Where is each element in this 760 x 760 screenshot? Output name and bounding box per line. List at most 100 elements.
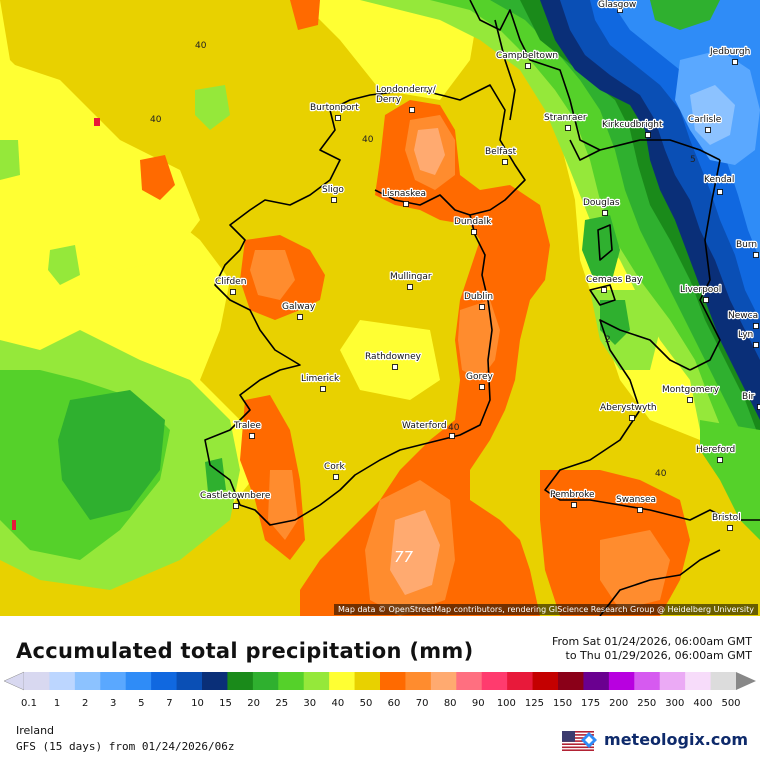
city-label: Galway bbox=[282, 302, 316, 312]
colorbar-tick-label: 100 bbox=[496, 698, 516, 709]
isoline-label: 2 bbox=[605, 335, 611, 345]
city-label: Hereford bbox=[696, 445, 735, 455]
precip-field-orange-light-2 bbox=[414, 128, 445, 175]
brand-logo[interactable]: meteologix.com bbox=[580, 730, 748, 749]
date-to: to Thu 01/29/2026, 06:00am GMT bbox=[565, 649, 752, 662]
colorbar-swatch bbox=[74, 672, 101, 690]
city-marker: Lyn bbox=[737, 329, 759, 348]
colorbar-tick-label: 3 bbox=[110, 698, 117, 709]
city-label: Clifden bbox=[215, 277, 246, 287]
precipitation-map[interactable]: 40 40 40 40 40 5 2 77 Glasgow Jedburgh Cam… bbox=[0, 0, 760, 616]
city-marker: Stranraer bbox=[543, 112, 588, 131]
precip-field-blue-6 bbox=[690, 85, 735, 145]
city-marker: Douglas bbox=[582, 197, 621, 216]
city-label: Derry bbox=[376, 95, 402, 105]
isoline-label: 40 bbox=[448, 423, 460, 433]
city-marker-square bbox=[409, 107, 415, 113]
city-marker: Dublin bbox=[463, 291, 494, 310]
city-marker-square bbox=[687, 397, 693, 403]
city-marker-square bbox=[479, 384, 485, 390]
colorbar-swatch bbox=[227, 672, 254, 690]
colorbar-swatch bbox=[481, 672, 508, 690]
precip-field-green-blob-4 bbox=[205, 458, 226, 492]
colorbar-tick-label: 250 bbox=[637, 698, 657, 709]
city-label: Gorey bbox=[466, 372, 494, 382]
city-marker-square bbox=[525, 63, 531, 69]
city-label: Kirkcudbright bbox=[602, 120, 663, 130]
colorbar-tick-label: 90 bbox=[471, 698, 485, 709]
city-marker-square bbox=[727, 525, 733, 531]
city-marker: Aberystwyth bbox=[599, 402, 658, 421]
colorbar-tick-label: 7 bbox=[166, 698, 173, 709]
england-west-coast bbox=[689, 159, 721, 371]
city-label: Limerick bbox=[301, 374, 340, 384]
meteologix-logo-icon bbox=[581, 731, 598, 748]
colorbar-tick-label: 400 bbox=[693, 698, 713, 709]
city-label: Carlisle bbox=[688, 115, 722, 125]
city-marker: Carlisle bbox=[687, 114, 723, 133]
isoline-labels: 40 40 40 40 40 5 2 bbox=[150, 41, 696, 479]
colorbar-right-arrow bbox=[736, 672, 756, 690]
precip-field-orange-north bbox=[300, 100, 550, 616]
precip-field-orange-blob-1 bbox=[140, 155, 175, 200]
colorbar-swatch bbox=[710, 672, 737, 690]
city-marker-square bbox=[571, 502, 577, 508]
city-marker: Bir bbox=[741, 391, 760, 410]
city-label: Bir bbox=[742, 392, 755, 402]
city-label: Lisnaskea bbox=[382, 189, 426, 199]
date-range: From Sat 01/24/2026, 06:00am GMT to Thu … bbox=[552, 635, 752, 663]
city-marker-square bbox=[753, 342, 759, 348]
city-marker: Campbeltown bbox=[495, 50, 559, 69]
colorbar-swatch bbox=[329, 672, 356, 690]
date-from: From Sat 01/24/2026, 06:00am GMT bbox=[551, 635, 752, 648]
city-marker: Kirkcudbright bbox=[601, 119, 664, 138]
city-marker: Liverpool bbox=[679, 284, 723, 303]
city-marker-square bbox=[705, 127, 711, 133]
city-label: Burtonport bbox=[310, 103, 359, 113]
colorbar-tick-label: 150 bbox=[552, 698, 573, 709]
isoline-label: 5 bbox=[690, 155, 696, 165]
city-marker-square bbox=[407, 284, 413, 290]
colorbar-tick-label: 500 bbox=[721, 698, 741, 709]
city-label: Lyn bbox=[738, 330, 753, 340]
city-marker-square bbox=[601, 287, 607, 293]
city-label: Aberystwyth bbox=[600, 403, 657, 413]
city-marker: Rathdowney bbox=[364, 351, 423, 370]
colorbar-swatch bbox=[303, 672, 330, 690]
brand-name: meteologix.com bbox=[604, 730, 748, 749]
isle-of-man bbox=[597, 224, 613, 261]
region-name: Ireland bbox=[16, 724, 55, 737]
city-label: Pembroke bbox=[550, 490, 595, 500]
colorbar-swatch bbox=[608, 672, 635, 690]
city-label: Campbeltown bbox=[496, 51, 558, 61]
max-value-label: 77 bbox=[394, 548, 414, 566]
precip-field-yellow-dark bbox=[0, 0, 760, 616]
precip-field-yellow-light bbox=[0, 60, 200, 270]
precip-field-orange-west-light bbox=[250, 250, 295, 300]
precip-field-orange-light-3 bbox=[458, 300, 500, 380]
city-label: Mullingar bbox=[390, 272, 432, 282]
city-marker-square bbox=[629, 415, 635, 421]
city-marker-square bbox=[753, 323, 759, 329]
precip-field-orange-southwest-light bbox=[268, 470, 298, 540]
city-label: Tralee bbox=[233, 421, 261, 431]
city-marker: Galway bbox=[281, 301, 317, 320]
city-marker-square bbox=[479, 304, 485, 310]
city-marker-square bbox=[392, 364, 398, 370]
city-marker-square bbox=[703, 297, 709, 303]
colorbar-tick-label: 30 bbox=[303, 698, 317, 709]
colorbar-swatch bbox=[100, 672, 127, 690]
wales-coastline bbox=[544, 319, 760, 521]
city-marker: Burtonport bbox=[309, 102, 360, 121]
colorbar-swatch bbox=[532, 672, 559, 690]
city-marker-square bbox=[645, 132, 651, 138]
city-label: Waterford bbox=[402, 421, 447, 431]
isoline-label: 40 bbox=[150, 115, 162, 125]
city-label: Dublin bbox=[464, 292, 493, 302]
colorbar-swatch bbox=[252, 672, 279, 690]
city-marker: Gorey bbox=[465, 371, 495, 390]
colorbar-swatch bbox=[151, 672, 178, 690]
city-marker-square bbox=[471, 229, 477, 235]
ireland-coastline bbox=[204, 84, 526, 526]
isoline-label: 40 bbox=[655, 469, 667, 479]
